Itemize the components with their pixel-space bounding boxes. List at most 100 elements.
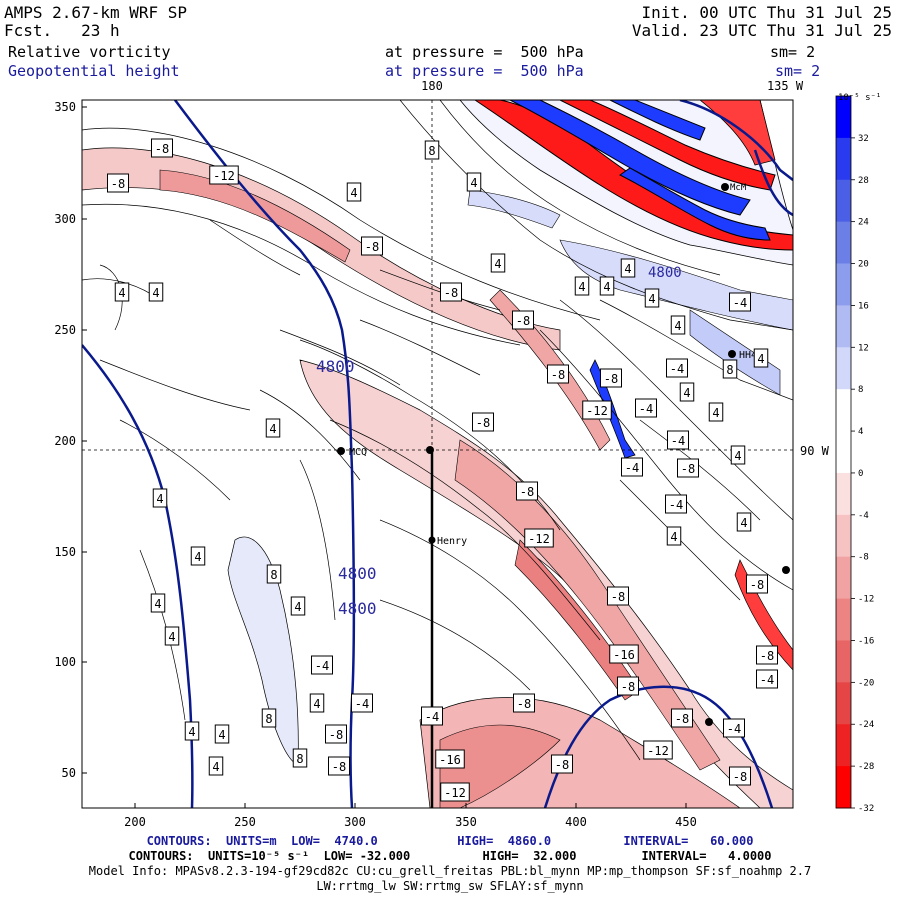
contour-value-box: 4: [666, 526, 682, 546]
init-time: Init. 00 UTC Thu 31 Jul 25: [641, 3, 892, 22]
contour-value-box: 4: [184, 721, 200, 741]
contour-value-box: -12: [209, 165, 239, 185]
colorbar-swatch: [836, 263, 851, 306]
field1-level: at pressure = 500 hPa: [385, 43, 584, 61]
contour-value-box: -4: [729, 292, 751, 312]
svg-text:-8: -8: [555, 758, 569, 772]
svg-text:4: 4: [188, 725, 195, 739]
station-dot-south-pole: [426, 446, 434, 454]
svg-text:4: 4: [350, 186, 357, 200]
svg-text:4: 4: [603, 280, 610, 294]
colorbar-label: 4: [858, 427, 863, 437]
contour-value-box: 4: [736, 512, 752, 532]
station-henry-label: Henry: [437, 536, 467, 547]
svg-text:-4: -4: [733, 296, 747, 310]
colorbar-swatch: [836, 640, 851, 683]
x-tick-label: 350: [455, 815, 477, 829]
contour-value-box: 4: [164, 626, 180, 646]
svg-text:4: 4: [757, 352, 764, 366]
colorbar-swatch: [836, 682, 851, 725]
x-tick-label: 300: [344, 815, 366, 829]
colorbar-swatch: [836, 431, 851, 474]
svg-text:4: 4: [494, 257, 501, 271]
height-label-3: 4800: [338, 599, 377, 618]
colorbar-unit: 10⁻⁵ s⁻¹: [838, 93, 881, 103]
svg-text:-4: -4: [625, 461, 639, 475]
contour-value-box: -12: [582, 400, 612, 420]
x-tick-label: 250: [234, 815, 256, 829]
svg-text:4: 4: [470, 176, 477, 190]
svg-text:4: 4: [294, 600, 301, 614]
y-tick-label: 150: [54, 545, 76, 559]
contour-value-box: -12: [524, 528, 554, 548]
svg-text:-4: -4: [669, 498, 683, 512]
svg-text:-8: -8: [329, 728, 343, 742]
contour-value-box: -8: [325, 724, 347, 744]
svg-text:-16: -16: [613, 648, 635, 662]
contour-value-box: -4: [756, 669, 778, 689]
colorbar-swatch: [836, 514, 851, 558]
contour-value-box: -8: [756, 645, 778, 665]
contour-value-box: -8: [551, 754, 573, 774]
colorbar-label: 16: [858, 301, 869, 311]
colorbar-label: -16: [858, 636, 874, 646]
svg-text:-4: -4: [639, 402, 653, 416]
station-mcm-label: McM: [730, 183, 747, 193]
footer-model-info-2: LW:rrtmg_lw SW:rrtmg_sw SFLAY:sf_mynn: [316, 879, 584, 893]
contour-value-box: -4: [723, 718, 745, 738]
contour-value-box: 4: [599, 276, 615, 296]
svg-text:-12: -12: [647, 744, 669, 758]
x-axis: 200 250 300 350 400 450: [124, 803, 697, 829]
contour-value-box: -8: [607, 586, 629, 606]
y-tick-label: 200: [54, 434, 76, 448]
colorbar-swatch: [836, 472, 851, 516]
svg-text:4: 4: [674, 319, 681, 333]
svg-text:4: 4: [683, 386, 690, 400]
contour-value-box: 8: [261, 708, 277, 728]
svg-text:-8: -8: [444, 286, 458, 300]
svg-text:-8: -8: [750, 578, 764, 592]
contour-value-box: -4: [621, 457, 643, 477]
svg-text:-12: -12: [528, 532, 550, 546]
x-tick-label: 450: [675, 815, 697, 829]
svg-text:4: 4: [154, 597, 161, 611]
y-tick-label: 250: [54, 323, 76, 337]
svg-text:4: 4: [734, 449, 741, 463]
svg-text:-8: -8: [517, 697, 531, 711]
y-tick-label: 100: [54, 655, 76, 669]
contour-value-box: 4: [620, 258, 636, 278]
colorbar: 32 28 24 20 16 12 8 4 0 -4 -8 -12 -16 -20 -24 -28 -32: [835, 95, 874, 814]
contour-value-box: 4: [114, 282, 130, 302]
colorbar-label: 28: [858, 176, 869, 186]
svg-text:-8: -8: [476, 416, 490, 430]
contour-value-box: 4: [190, 546, 206, 566]
lon-180-label: 180: [421, 79, 443, 93]
svg-text:4: 4: [740, 516, 747, 530]
x-tick-label: 200: [124, 815, 146, 829]
colorbar-label: -24: [858, 720, 874, 730]
svg-text:-16: -16: [439, 753, 461, 767]
y-tick-label: 350: [54, 100, 76, 114]
svg-text:-4: -4: [315, 659, 329, 673]
contour-value-box: -8: [512, 310, 534, 330]
colorbar-label: -28: [858, 762, 874, 772]
colorbar-swatch: [836, 305, 851, 348]
contour-value-box: -8: [440, 282, 462, 302]
contour-value-box: -8: [107, 173, 129, 193]
svg-text:8: 8: [265, 712, 272, 726]
contour-value-box: 4: [708, 402, 724, 422]
contour-value-box: 8: [266, 564, 282, 584]
station-henry: Henry: [428, 536, 467, 547]
svg-text:4: 4: [218, 728, 225, 742]
contour-value-box: -8: [677, 458, 699, 478]
colorbar-swatch: [836, 347, 851, 390]
contour-value-box: -8: [516, 481, 538, 501]
contour-value-box: -8: [547, 364, 569, 384]
colorbar-swatch: [836, 766, 851, 809]
station-hh4-label: HH4: [739, 350, 757, 361]
height-label-2: 4800: [338, 564, 377, 583]
field2-sm: sm= 2: [775, 62, 821, 80]
plot-area: [82, 100, 793, 808]
svg-text:-8: -8: [611, 590, 625, 604]
svg-text:-8: -8: [675, 712, 689, 726]
